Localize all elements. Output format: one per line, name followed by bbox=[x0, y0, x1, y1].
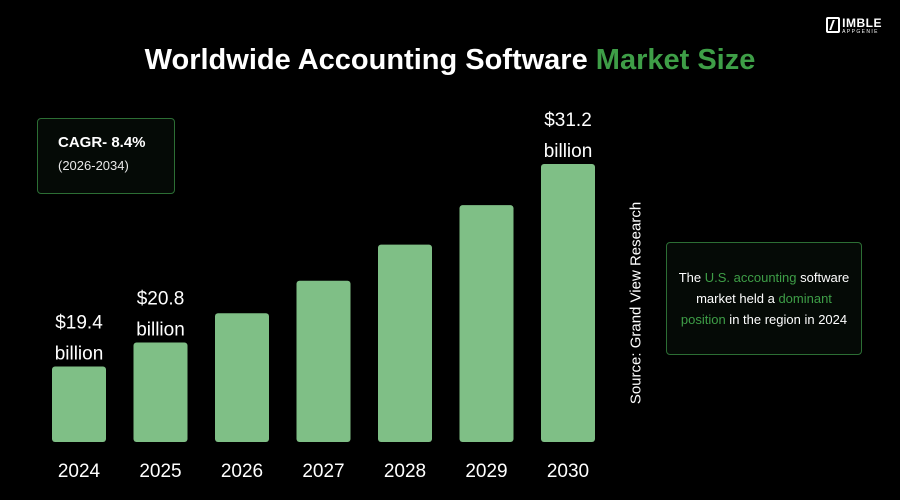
x-tick-label: 2029 bbox=[465, 461, 507, 482]
source-text: Source: Grand View Research bbox=[627, 201, 645, 405]
logo-text: IMBLE APPGENIE bbox=[842, 17, 882, 35]
title-main: Worldwide Accounting Software bbox=[144, 44, 588, 76]
data-label-2030: $31.2 billion bbox=[544, 110, 593, 162]
bar-2027 bbox=[296, 280, 351, 442]
x-tick-label: 2024 bbox=[58, 461, 101, 482]
note-part-1: The bbox=[678, 270, 705, 285]
note-part-2: software market held a bbox=[696, 270, 850, 306]
title-accent: Market Size bbox=[595, 44, 756, 76]
x-tick-label: 2025 bbox=[139, 461, 181, 482]
bar-2030 bbox=[541, 164, 595, 442]
data-label-2025: $20.8 billion bbox=[136, 288, 185, 340]
x-tick-label: 2028 bbox=[384, 461, 426, 482]
bar-2029 bbox=[459, 205, 514, 442]
bar-2025 bbox=[133, 342, 188, 442]
logo-sub-text: APPGENIE bbox=[842, 29, 879, 35]
note-highlight-1: U.S. accounting bbox=[704, 270, 797, 285]
note-text: The U.S. accounting software market held… bbox=[677, 267, 851, 330]
note-box: The U.S. accounting software market held… bbox=[666, 242, 862, 355]
logo-main-text: IMBLE bbox=[842, 16, 882, 30]
page-title: Worldwide Accounting Software Market Siz… bbox=[0, 44, 900, 77]
x-tick-label: 2026 bbox=[221, 461, 263, 482]
data-label-2024: $19.4 billion bbox=[55, 312, 104, 364]
logo-mark-icon bbox=[826, 17, 841, 33]
bar-2024 bbox=[52, 366, 106, 442]
brand-logo: IMBLE APPGENIE bbox=[826, 17, 882, 35]
bar-2026 bbox=[215, 313, 269, 442]
x-tick-label: 2030 bbox=[547, 461, 589, 482]
cagr-period: (2026-2034) bbox=[58, 158, 129, 173]
note-part-3: in the region in 2024 bbox=[725, 312, 848, 327]
bar-2028 bbox=[378, 244, 432, 442]
x-tick-label: 2027 bbox=[302, 461, 344, 482]
cagr-value: CAGR- 8.4% bbox=[58, 134, 146, 151]
note-highlight-2: dominant position bbox=[680, 291, 832, 327]
cagr-box: CAGR- 8.4% (2026-2034) bbox=[37, 118, 175, 194]
